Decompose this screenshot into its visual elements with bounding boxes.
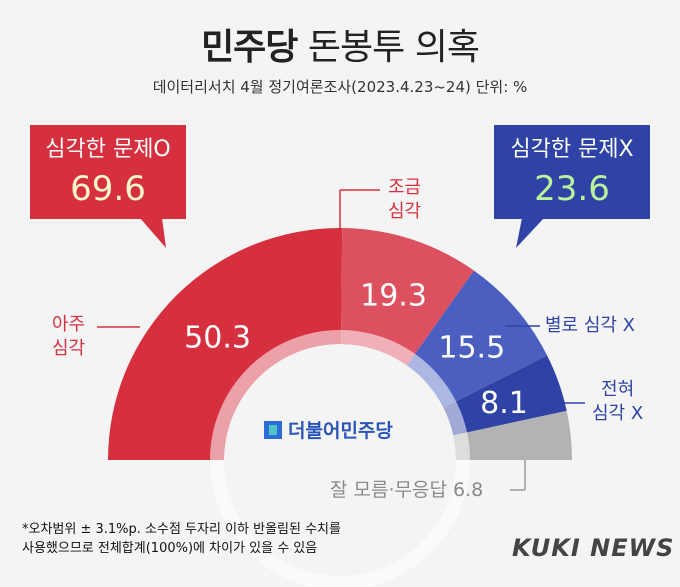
- label-very-serious-line2: 심각: [52, 338, 86, 359]
- party-logo: 더불어민주당: [264, 420, 393, 442]
- donut-slice-2: [341, 228, 474, 366]
- callout-not-serious: 심각한 문제X 23.6: [494, 125, 650, 219]
- footnote: *오차범위 ± 3.1%p. 소수점 두자리 이하 반올림된 수치를 사용했으므…: [22, 520, 341, 558]
- label-not-very: 별로 심각 X: [545, 315, 636, 336]
- brand-logo: KUKI NEWS: [512, 534, 675, 562]
- inner-white-ring: [210, 330, 470, 587]
- label-somewhat-serious-line1: 조금: [388, 177, 422, 198]
- subtitle: 데이터리서치 4월 정기여론조사(2023.4.23~24) 단위: %: [152, 78, 528, 96]
- label-somewhat-serious: 조금 심각: [388, 176, 421, 224]
- label-not-at-all-line2: 심각 X: [592, 403, 644, 424]
- donut-value-label-3: 15.5: [438, 330, 505, 365]
- callout-serious: 심각한 문제O 69.6: [30, 125, 186, 219]
- callout-not-serious-label: 심각한 문제X: [510, 137, 634, 162]
- donut-slice-3: [406, 270, 548, 408]
- callout-not-serious-value: 23.6: [534, 169, 610, 209]
- donut-slice-5: [453, 410, 572, 460]
- label-very-serious-line1: 아주: [52, 314, 86, 335]
- footnote-line2: 사용했으므로 전체합계(100%)에 차이가 있을 수 있음: [22, 541, 318, 556]
- title-bold: 민주당: [201, 27, 298, 68]
- page-title: 민주당 돈봉투 의혹: [0, 18, 680, 70]
- footnote-line1: *오차범위 ± 3.1%p. 소수점 두자리 이하 반올림된 수치를: [22, 522, 341, 537]
- label-very-serious: 아주 심각: [52, 313, 85, 361]
- label-not-at-all: 전혀 심각 X: [592, 378, 643, 426]
- label-not-at-all-line1: 전혀: [601, 379, 635, 400]
- donut-value-label-2: 19.3: [360, 278, 427, 313]
- label-dont-know: 잘 모름·무응답 6.8: [330, 479, 484, 501]
- donut-slice-1: [108, 228, 343, 460]
- donut-value-label-4: 8.1: [480, 386, 528, 421]
- title-rest: 돈봉투 의혹: [307, 27, 480, 68]
- party-logo-text: 더불어민주당: [288, 420, 393, 442]
- callout-serious-label: 심각한 문제O: [45, 137, 171, 162]
- donut-value-label-1: 50.3: [184, 320, 251, 355]
- callout-serious-value: 69.6: [70, 169, 146, 209]
- donut-slice-4: [443, 355, 567, 436]
- label-somewhat-serious-line2: 심각: [388, 201, 422, 222]
- callout-red-pointer: [140, 218, 166, 248]
- callout-blue-pointer: [516, 218, 544, 248]
